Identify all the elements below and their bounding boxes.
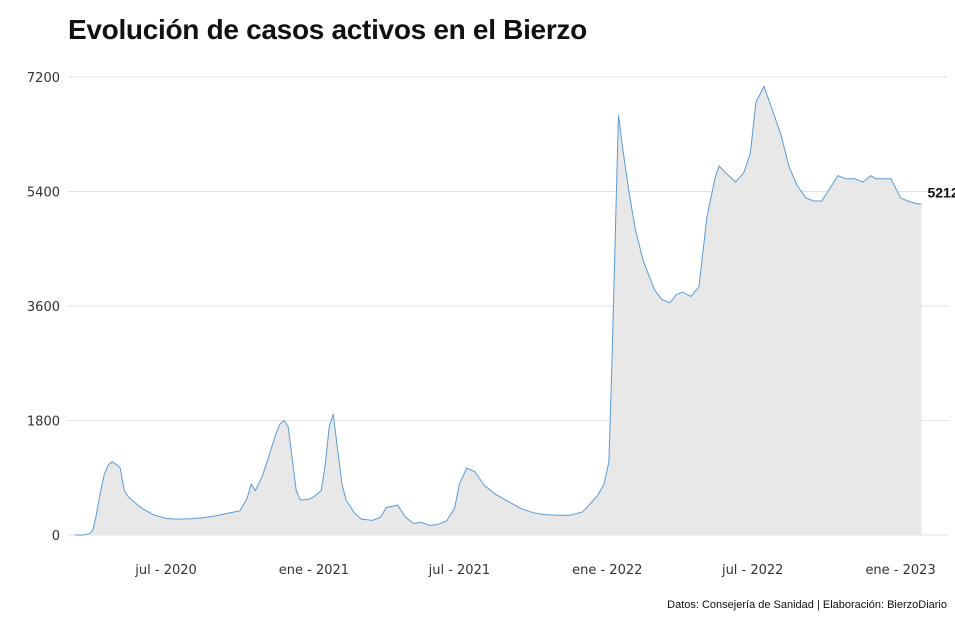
y-axis-ticks: 0 1800 3600 5400 7200 [27,71,60,544]
x-tick-label: jul - 2022 [721,563,784,578]
chart-title: Evolución de casos activos en el Bierzo [68,14,587,45]
y-tick-label: 3600 [27,300,60,315]
x-axis-ticks: jul - 2020 ene - 2021 jul - 2021 ene - 2022… [134,563,935,578]
end-value-label: 5212 [927,185,955,201]
source-credit: Datos: Consejería de Sanidad | Elaboraci… [667,599,947,611]
x-tick-label: ene - 2023 [865,563,935,578]
x-tick-label: jul - 2021 [428,563,491,578]
x-tick-label: ene - 2021 [279,563,349,578]
y-tick-label: 0 [52,529,60,544]
series-line [75,85,922,536]
y-tick-label: 7200 [27,71,60,86]
x-tick-label: ene - 2022 [572,563,642,578]
y-tick-label: 5400 [27,186,60,201]
y-tick-label: 1800 [27,415,60,430]
x-tick-label: jul - 2020 [134,563,197,578]
series-area [75,86,922,535]
